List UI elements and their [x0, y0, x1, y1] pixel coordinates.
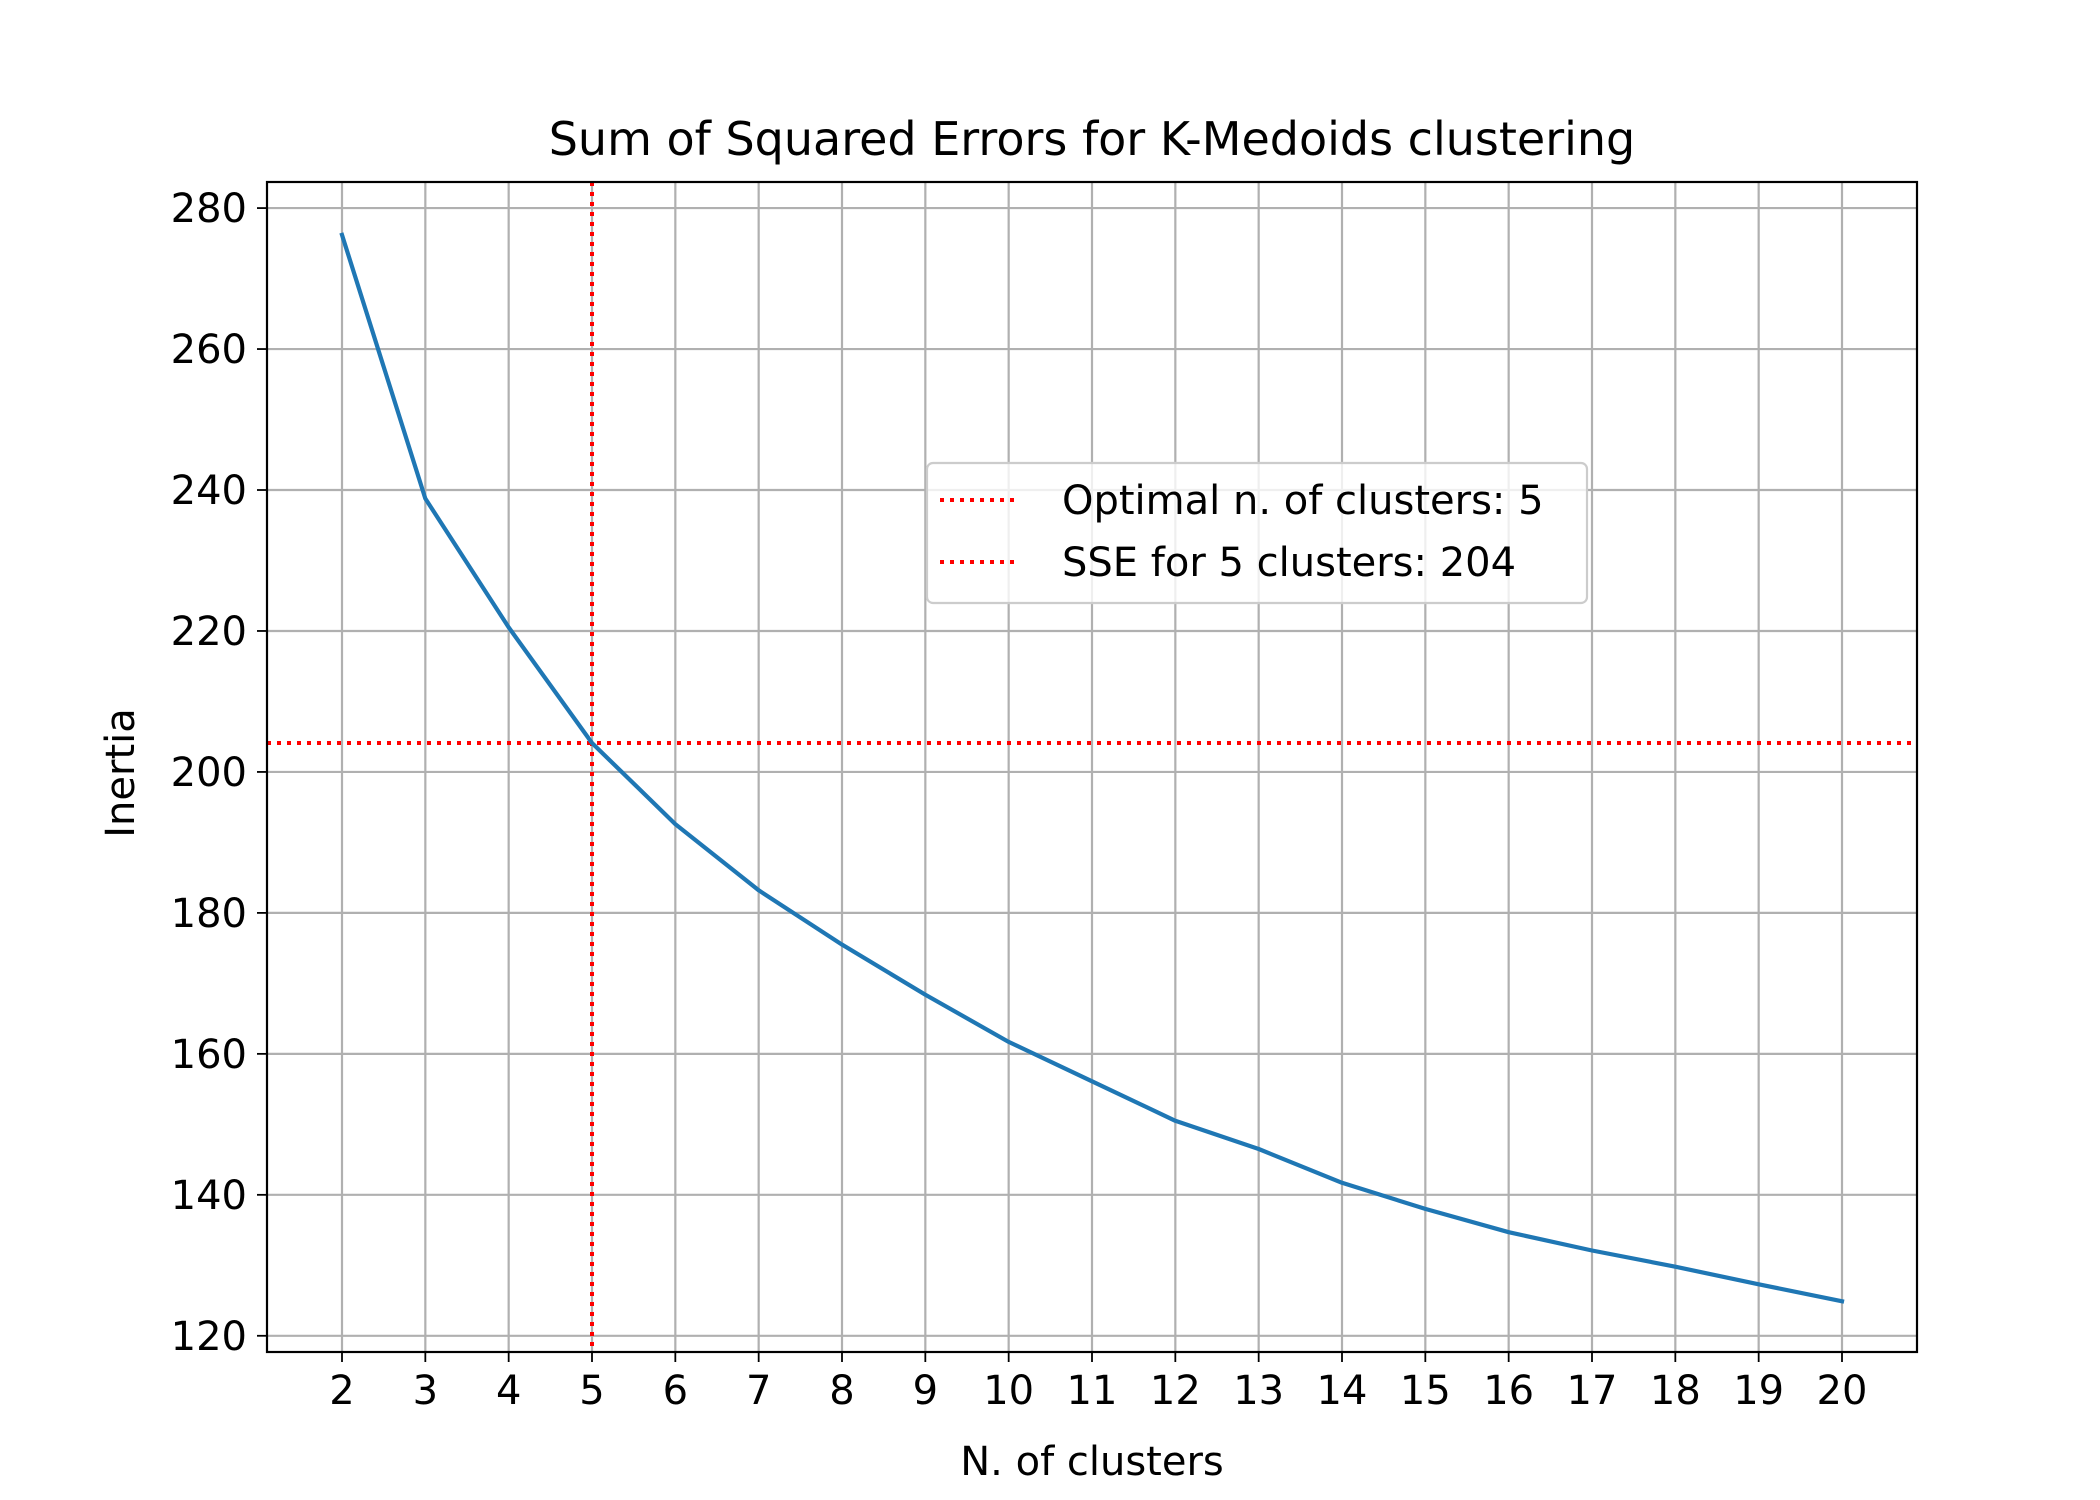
x-tick-label: 18 [1650, 1368, 1701, 1414]
y-tick-label: 120 [171, 1314, 247, 1360]
legend-box [925, 461, 1589, 605]
series-layer [339, 232, 1845, 1304]
x-ticks: 2 3 4 5 6 7 8 9 10 11 12 13 14 15 16 17 18 19 20 [329, 1352, 1867, 1414]
x-tick-label: 17 [1567, 1368, 1618, 1414]
y-axis-label: Inertia [98, 708, 144, 838]
y-tick-label: 180 [171, 891, 247, 937]
y-ticks: 120 140 160 180 200 220 240 260 280 [171, 186, 267, 1360]
x-tick-label: 11 [1067, 1368, 1118, 1414]
x-tick-label: 10 [983, 1368, 1034, 1414]
x-tick-label: 15 [1400, 1368, 1451, 1414]
y-tick-label: 240 [171, 468, 247, 514]
legend: Optimal n. of clusters: 5 SSE for 5 clus… [925, 461, 1589, 605]
x-axis-label: N. of clusters [960, 1439, 1224, 1485]
legend-label-sse: SSE for 5 clusters: 204 [1062, 540, 1516, 586]
x-tick-label: 4 [496, 1368, 521, 1414]
grid-lines [267, 182, 1917, 1352]
y-tick-label: 140 [171, 1173, 247, 1219]
x-tick-label: 9 [913, 1368, 938, 1414]
y-tick-label: 280 [171, 186, 247, 232]
y-tick-label: 220 [171, 609, 247, 655]
legend-label-optimal-clusters: Optimal n. of clusters: 5 [1062, 478, 1544, 524]
x-tick-label: 12 [1150, 1368, 1201, 1414]
x-tick-label: 8 [829, 1368, 854, 1414]
y-tick-label: 200 [171, 750, 247, 796]
inertia-series-line [339, 232, 1845, 1304]
x-tick-label: 14 [1317, 1368, 1368, 1414]
x-tick-label: 6 [663, 1368, 688, 1414]
x-tick-label: 5 [579, 1368, 604, 1414]
y-tick-label: 260 [171, 327, 247, 373]
x-tick-label: 20 [1817, 1368, 1868, 1414]
y-tick-label: 160 [171, 1032, 247, 1078]
x-tick-label: 13 [1233, 1368, 1284, 1414]
x-tick-label: 2 [329, 1368, 354, 1414]
x-tick-label: 19 [1733, 1368, 1784, 1414]
x-tick-label: 3 [413, 1368, 438, 1414]
x-tick-label: 7 [746, 1368, 771, 1414]
x-tick-label: 16 [1483, 1368, 1534, 1414]
chart-title: Sum of Squared Errors for K-Medoids clus… [549, 112, 1636, 166]
